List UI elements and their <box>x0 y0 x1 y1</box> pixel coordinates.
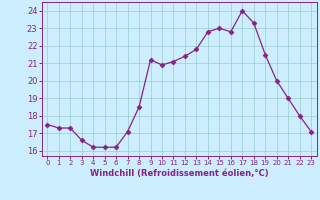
X-axis label: Windchill (Refroidissement éolien,°C): Windchill (Refroidissement éolien,°C) <box>90 169 268 178</box>
